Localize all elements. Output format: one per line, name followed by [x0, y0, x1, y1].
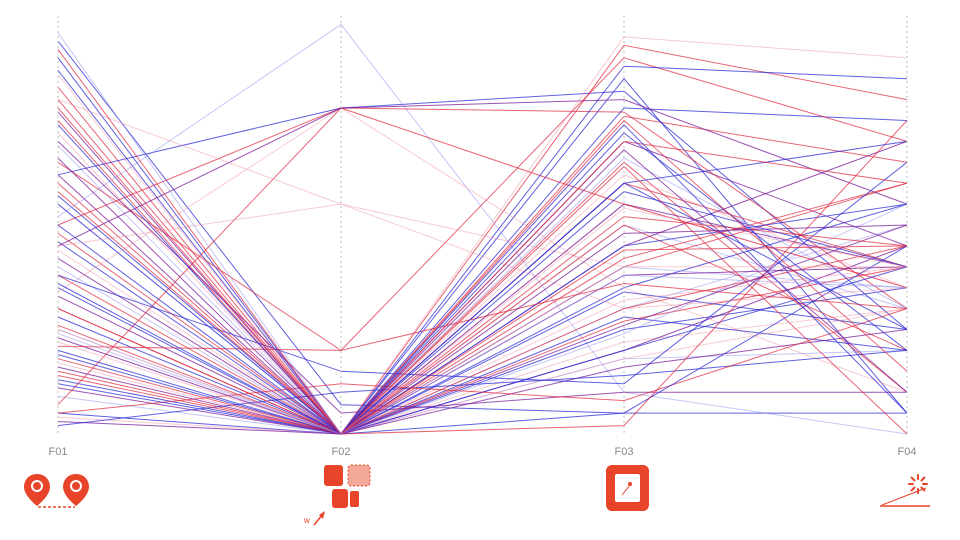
- polyline-39: [57, 308, 908, 435]
- polyline-18: [57, 249, 908, 435]
- polyline-35: [57, 224, 908, 435]
- polyline-49: [57, 224, 908, 435]
- polyline-59: [57, 157, 908, 435]
- polyline-47: [57, 141, 907, 414]
- polyline-31: [57, 291, 908, 435]
- polyline-51: [57, 203, 908, 310]
- polyline-56: [57, 216, 908, 435]
- polyline-67: [57, 32, 908, 435]
- polyline-52: [57, 99, 907, 268]
- polyline-65: [57, 74, 908, 435]
- polyline-43: [57, 57, 908, 352]
- polyline-62: [57, 149, 908, 435]
- spinner-slope-icon: [880, 474, 930, 507]
- polyline-66: [57, 49, 908, 435]
- axis-label-f04: F04: [898, 446, 917, 458]
- square-dot-icon: [606, 465, 649, 511]
- polyline-24: [57, 203, 908, 435]
- polyline-61: [57, 119, 908, 435]
- axes-layer: F01 F02 F03 F04: [49, 16, 917, 458]
- polyline-54: [57, 140, 908, 435]
- polyline-63: [57, 123, 908, 435]
- map-pins-distance-icon: [24, 474, 89, 508]
- polyline-34: [57, 316, 908, 435]
- polyline-48: [57, 308, 908, 414]
- polyline-64: [57, 107, 908, 435]
- axis-label-f03: F03: [615, 446, 634, 458]
- polyline-21: [57, 161, 908, 435]
- polyline-4: [57, 99, 908, 435]
- tiles-width-icon: w: [303, 464, 371, 526]
- polyline-42: [57, 99, 908, 247]
- polyline-14: [57, 23, 908, 435]
- polyline-15: [57, 107, 908, 310]
- polyline-58: [57, 174, 908, 435]
- polyline-45: [57, 36, 908, 435]
- polyline-23: [57, 107, 908, 393]
- polyline-60: [57, 132, 908, 435]
- axis-label-f01: F01: [49, 446, 68, 458]
- polyline-46: [57, 65, 908, 435]
- polyline-12: [57, 195, 908, 435]
- polylines-layer: [57, 23, 908, 435]
- polyline-40: [57, 329, 908, 435]
- polyline-27: [57, 182, 908, 435]
- polyline-2: [57, 69, 908, 435]
- polyline-33: [57, 245, 908, 435]
- polyline-26: [57, 203, 908, 435]
- axis-label-f02: F02: [332, 446, 351, 458]
- polyline-30: [57, 282, 908, 351]
- polyline-57: [57, 191, 908, 435]
- width-caption: w: [303, 516, 310, 525]
- polyline-50: [57, 120, 908, 435]
